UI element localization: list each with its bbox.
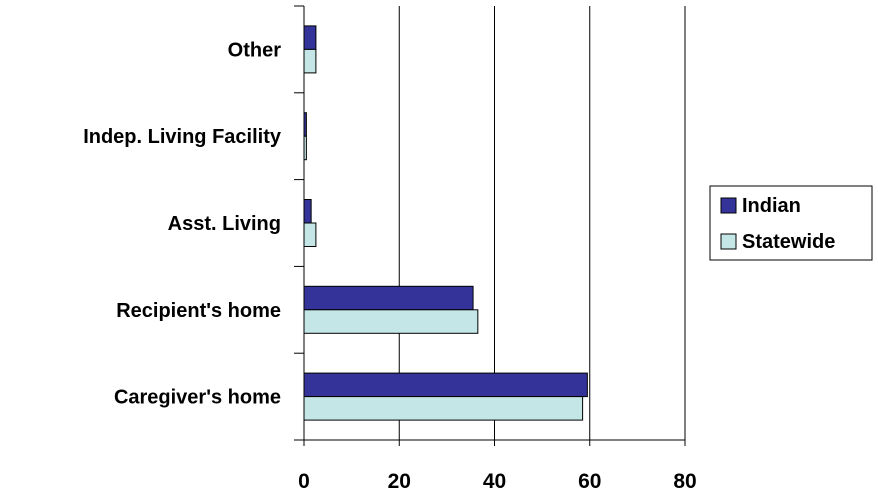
bar-statewide bbox=[303, 309, 479, 334]
bar-indian bbox=[303, 199, 312, 224]
category-label: Caregiver's home bbox=[114, 387, 281, 409]
category-label: Indep. Living Facility bbox=[83, 126, 282, 148]
bar-indian bbox=[303, 372, 588, 398]
category-label: Other bbox=[228, 39, 282, 61]
legend-swatch-statewide bbox=[720, 233, 737, 250]
x-tick-label: 20 bbox=[388, 470, 411, 493]
x-tick-label: 0 bbox=[298, 470, 310, 493]
bar-indian bbox=[303, 285, 474, 311]
legend-label-statewide: Statewide bbox=[742, 231, 835, 253]
bar-statewide bbox=[303, 48, 317, 74]
bar-statewide bbox=[303, 396, 584, 421]
x-tick-label: 40 bbox=[483, 470, 506, 493]
x-tick-label: 80 bbox=[673, 470, 696, 493]
bar-statewide bbox=[303, 222, 317, 247]
legend-swatch-indian bbox=[720, 197, 737, 214]
axes bbox=[294, 5, 686, 446]
category-label: Recipient's home bbox=[116, 300, 281, 322]
x-tick-label: 60 bbox=[578, 470, 601, 493]
bars bbox=[303, 25, 588, 421]
category-label: Asst. Living bbox=[168, 213, 281, 235]
bar-indian bbox=[303, 25, 317, 50]
legend-box bbox=[709, 185, 873, 261]
legend: Indian Statewide bbox=[709, 185, 873, 261]
x-tick-labels: 0 20 40 60 80 bbox=[298, 470, 697, 493]
category-labels: Caregiver's home Recipient's home Asst. Li… bbox=[83, 39, 282, 408]
gridlines bbox=[398, 6, 686, 440]
legend-label-indian: Indian bbox=[742, 195, 801, 217]
